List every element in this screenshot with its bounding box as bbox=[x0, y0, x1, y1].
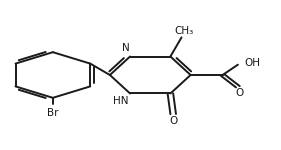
Text: O: O bbox=[235, 88, 243, 98]
Text: CH₃: CH₃ bbox=[175, 27, 194, 36]
Text: N: N bbox=[122, 43, 130, 53]
Text: O: O bbox=[169, 116, 177, 126]
Text: OH: OH bbox=[245, 58, 261, 68]
Text: Br: Br bbox=[47, 108, 59, 118]
Text: HN: HN bbox=[113, 96, 128, 106]
